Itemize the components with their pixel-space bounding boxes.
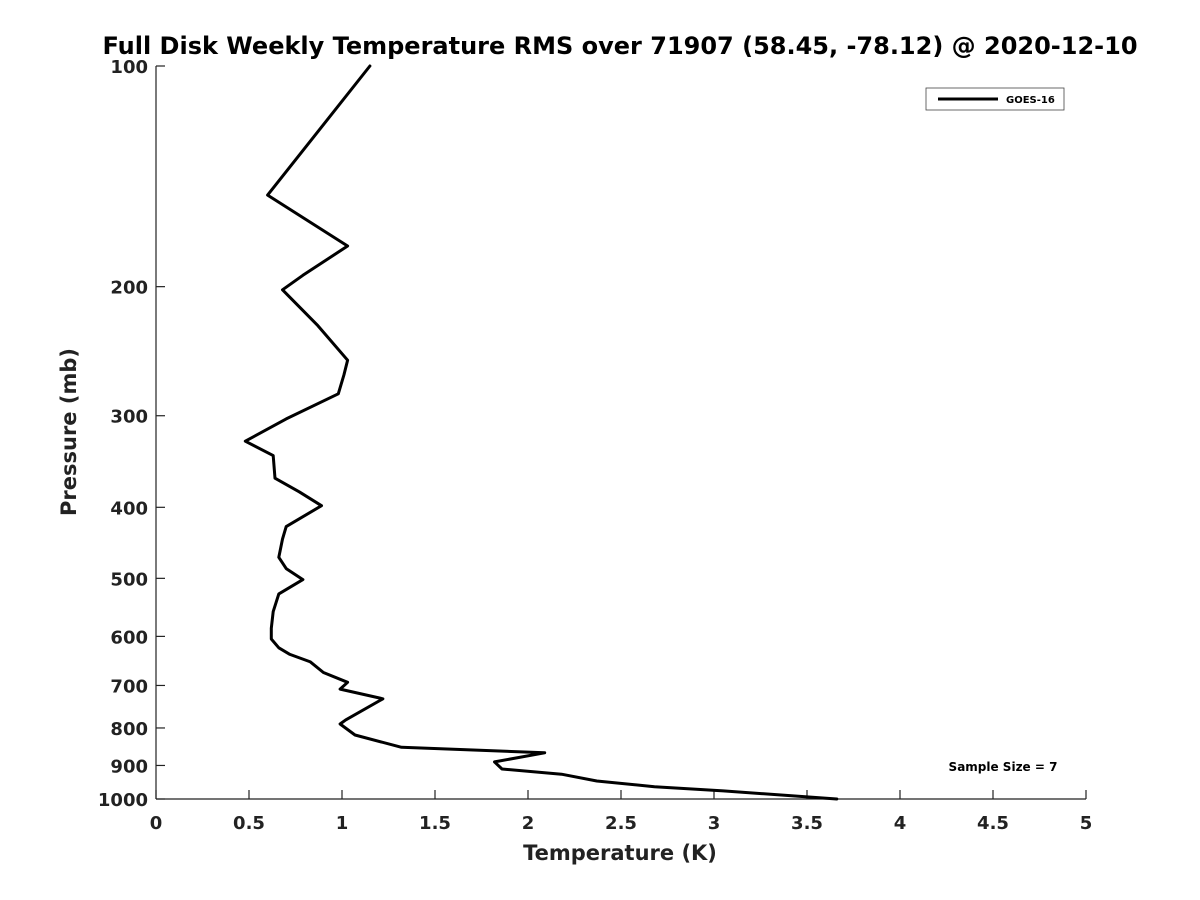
y-tick-label: 1000 xyxy=(98,790,148,811)
x-tick-label: 2 xyxy=(522,813,535,834)
x-tick-label: 4 xyxy=(894,813,907,834)
plot-axes xyxy=(155,66,1086,800)
y-ticks: 100 200 300 400 500 600 700 800 900 1000 xyxy=(98,57,165,811)
x-tick-label: 1 xyxy=(336,813,349,834)
x-tick-label: 0 xyxy=(150,813,163,834)
x-tick-label: 0.5 xyxy=(233,813,265,834)
series-group xyxy=(243,64,839,801)
y-tick-label: 900 xyxy=(110,756,148,777)
x-tick-label: 3 xyxy=(708,813,721,834)
x-tick-label: 3.5 xyxy=(791,813,823,834)
y-tick-label: 200 xyxy=(110,278,148,299)
y-axis-label: Pressure (mb) xyxy=(57,348,81,516)
x-tick-label: 1.5 xyxy=(419,813,451,834)
y-tick-label: 700 xyxy=(110,676,148,697)
x-tick-label: 4.5 xyxy=(977,813,1009,834)
sample-size-annotation: Sample Size = 7 xyxy=(949,760,1058,774)
y-tick-label: 800 xyxy=(110,719,148,740)
series-line-goes-16 xyxy=(243,64,839,801)
x-axis-label: Temperature (K) xyxy=(523,841,717,865)
legend-entry-goes-16: GOES-16 xyxy=(1006,95,1055,106)
y-tick-label: 300 xyxy=(110,407,148,428)
y-tick-label: 400 xyxy=(110,498,148,519)
x-ticks: 0 0.5 1 1.5 2 2.5 3 3.5 4 4.5 5 xyxy=(150,790,1093,834)
x-tick-label: 5 xyxy=(1080,813,1093,834)
y-tick-label: 100 xyxy=(110,57,148,78)
y-tick-label: 600 xyxy=(110,627,148,648)
chart-title: Full Disk Weekly Temperature RMS over 71… xyxy=(102,32,1137,60)
x-tick-label: 2.5 xyxy=(605,813,637,834)
legend: GOES-16 xyxy=(925,87,1065,111)
y-tick-label: 500 xyxy=(110,569,148,590)
